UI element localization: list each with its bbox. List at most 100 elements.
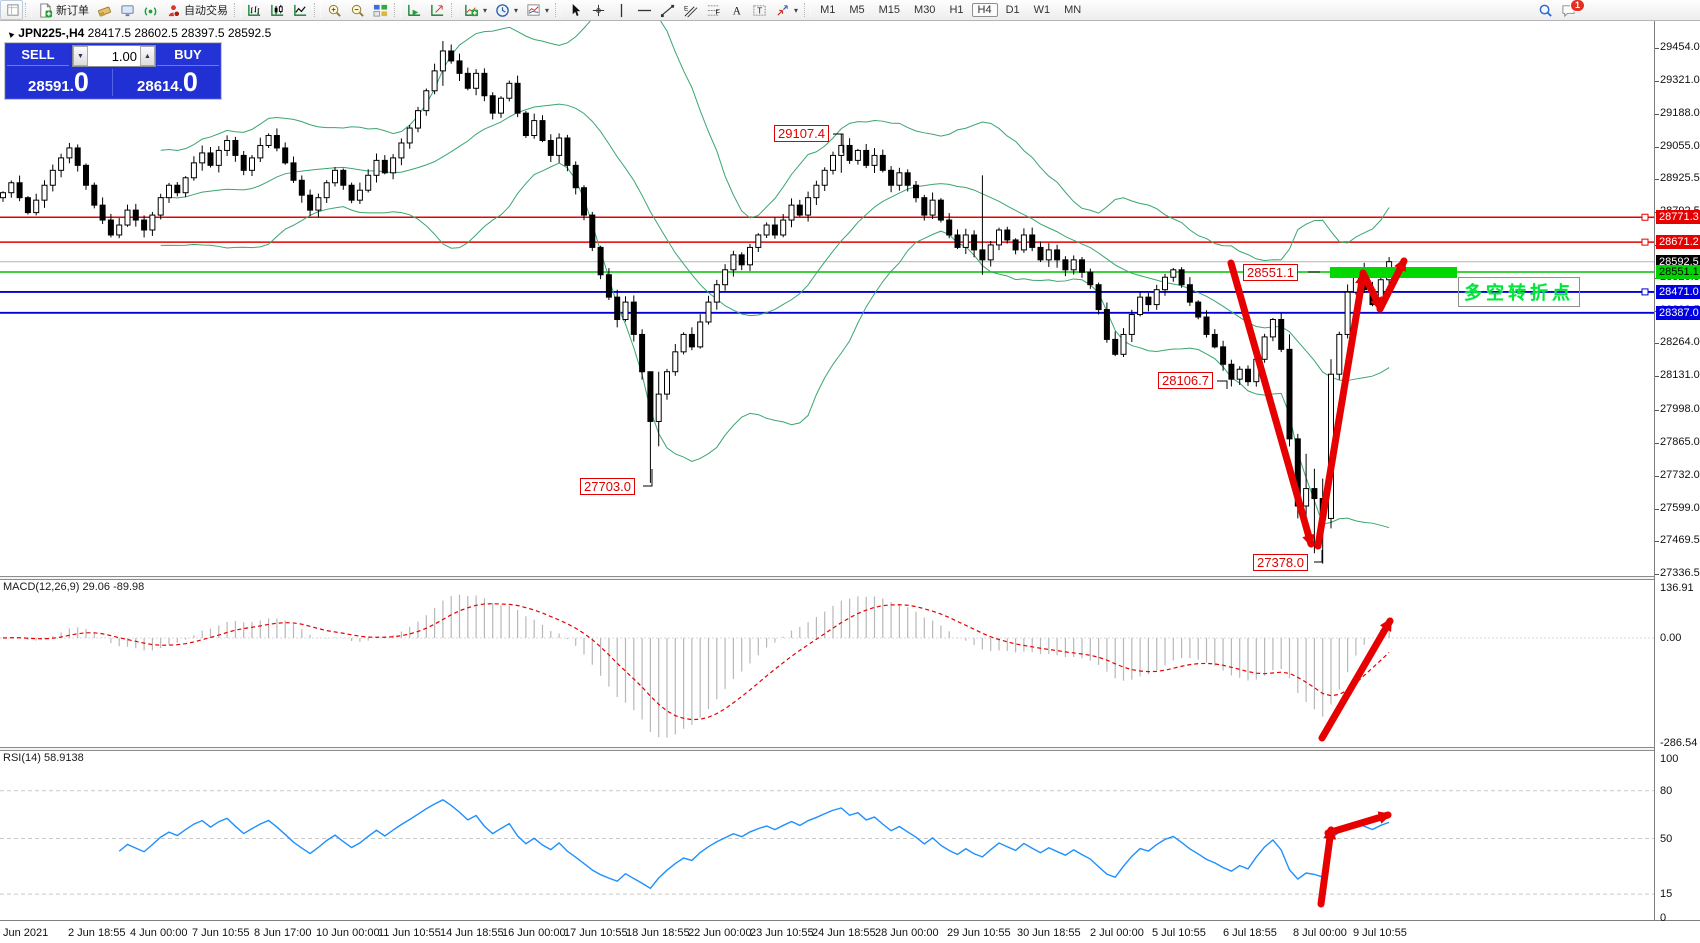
timeframe-h1-button[interactable]: H1 <box>949 4 964 16</box>
candle <box>605 268 612 301</box>
rsi-pane[interactable] <box>0 790 1654 908</box>
indicators-button[interactable]: ▾ <box>460 0 491 20</box>
timeframe-w1-button[interactable]: W1 <box>1033 4 1051 16</box>
timeframe-m5-button[interactable]: M5 <box>849 4 865 16</box>
timeframe-m30-button[interactable]: M30 <box>914 4 936 16</box>
toolbar-separator <box>804 3 812 17</box>
crosshair-tool-icon <box>591 3 606 18</box>
trendline-tool[interactable] <box>656 0 679 20</box>
arrows-tool[interactable]: ▾ <box>771 0 802 20</box>
price-scale[interactable]: 29454.029321.029188.029055.028925.528792… <box>1654 21 1700 924</box>
timeframe-m1-button[interactable]: M1 <box>820 4 836 16</box>
candlestick-chart-button[interactable] <box>266 0 289 20</box>
candle <box>929 192 936 220</box>
time-tick-label: 30 Jun 18:55 <box>1017 927 1081 939</box>
line-chart-button[interactable] <box>289 0 312 20</box>
turning-zone-rectangle[interactable] <box>1330 267 1457 278</box>
volume-down-button[interactable]: ▼ <box>73 46 88 66</box>
price-callout-27703.0[interactable]: 27703.0 <box>580 478 635 495</box>
close-value: 28592.5 <box>227 26 272 40</box>
autotrading-button[interactable]: 自动交易 <box>162 0 232 20</box>
candle <box>1211 329 1218 349</box>
tile-windows-button[interactable] <box>369 0 392 20</box>
templates-button-icon <box>526 3 541 18</box>
crosshair-tool[interactable] <box>587 0 610 20</box>
periods-button-dropdown-icon[interactable]: ▾ <box>514 5 519 15</box>
candle <box>1286 334 1293 447</box>
candle <box>830 151 836 175</box>
candle <box>597 245 604 280</box>
indicators-button-dropdown-icon[interactable]: ▾ <box>483 5 488 15</box>
zoom-in-button[interactable] <box>323 0 346 20</box>
periods-button[interactable]: ▾ <box>491 0 522 20</box>
terminal-button[interactable] <box>116 0 139 20</box>
annotation-arrow[interactable] <box>1376 257 1408 313</box>
rsi-pane-separator[interactable] <box>0 747 1654 751</box>
candle <box>672 344 679 376</box>
candle <box>1020 228 1027 253</box>
chart-window[interactable]: ▲ JPN225-,H4 28417.5 28602.5 28397.5 285… <box>0 21 1700 943</box>
annotation-arrow[interactable] <box>1359 269 1384 311</box>
sell-button[interactable]: SELL <box>7 45 69 66</box>
zoom-out-button[interactable] <box>346 0 369 20</box>
annotation-arrow[interactable] <box>1318 617 1394 742</box>
timeframe-m15-button[interactable]: M15 <box>878 4 901 16</box>
line-handle[interactable] <box>1641 238 1649 246</box>
candle <box>332 166 338 187</box>
equidistant-channel-tool[interactable]: E <box>679 0 702 20</box>
autotrading-button-label: 自动交易 <box>184 5 228 17</box>
arrows-tool-dropdown-icon[interactable]: ▾ <box>794 5 799 15</box>
candle <box>265 133 272 149</box>
text-label-tool[interactable]: T <box>748 0 771 20</box>
annotation-arrow[interactable] <box>1227 259 1315 548</box>
fibonacci-tool[interactable]: F <box>702 0 725 20</box>
buy-price[interactable]: 28614.0 <box>137 67 198 97</box>
volume-input[interactable] <box>88 46 140 66</box>
annotation-arrow[interactable] <box>1314 271 1368 550</box>
cursor-tool[interactable] <box>564 0 587 20</box>
terminal-button-icon <box>120 3 135 18</box>
chat-button[interactable]: 1 <box>1557 0 1585 20</box>
text-tool[interactable]: A <box>725 0 748 20</box>
candle <box>49 164 56 192</box>
time-scale[interactable]: Jun 2021 2 Jun 18:55 4 Jun 00:00 7 Jun 10:5… <box>0 920 1700 943</box>
price-callout-28551.1[interactable]: 28551.1 <box>1243 264 1298 281</box>
main-pane[interactable] <box>0 21 1654 564</box>
vertical-line-tool[interactable] <box>610 0 633 20</box>
volume-up-button[interactable]: ▲ <box>140 46 155 66</box>
price-callout-29107.4[interactable]: 29107.4 <box>774 125 829 142</box>
auto-scroll-button[interactable] <box>403 0 426 20</box>
oneclick-toggle-icon[interactable]: ▲ <box>3 27 18 41</box>
eraser-button[interactable] <box>93 0 116 20</box>
chart-window-icon[interactable] <box>0 0 23 20</box>
timeframe-h4-button[interactable]: H4 <box>971 3 998 17</box>
annotation-arrow[interactable] <box>1324 811 1392 837</box>
price-callout-27378.0[interactable]: 27378.0 <box>1253 554 1308 571</box>
sell-price[interactable]: 28591.0 <box>28 67 89 97</box>
line-handle[interactable] <box>1641 288 1649 296</box>
candle <box>996 227 1002 251</box>
candle <box>705 295 712 325</box>
timeframe-d1-button[interactable]: D1 <box>1005 4 1020 16</box>
new-order-button[interactable]: 新订单 <box>34 0 93 20</box>
templates-button-dropdown-icon[interactable]: ▾ <box>545 5 550 15</box>
chart-shift-button[interactable] <box>426 0 449 20</box>
timeframe-mn-button[interactable]: MN <box>1064 4 1082 16</box>
horizontal-line-tool[interactable] <box>633 0 656 20</box>
price-callout-28106.7[interactable]: 28106.7 <box>1158 372 1213 389</box>
rsi-label: RSI(14) 58.9138 <box>3 752 84 764</box>
line-handle[interactable] <box>1641 213 1649 221</box>
search-button[interactable] <box>1534 0 1557 20</box>
buy-button[interactable]: BUY <box>157 45 219 66</box>
signals-button[interactable] <box>139 0 162 20</box>
annotation-arrow[interactable] <box>1317 826 1337 908</box>
macd-pane[interactable] <box>0 594 1654 742</box>
note-box[interactable]: 多空转折点 <box>1458 277 1580 307</box>
macd-pane-separator[interactable] <box>0 576 1654 580</box>
candle <box>323 180 330 203</box>
chart-canvas[interactable] <box>0 21 1700 943</box>
templates-button[interactable]: ▾ <box>522 0 553 20</box>
bar-chart-button[interactable] <box>243 0 266 20</box>
periods-button-icon <box>495 3 510 18</box>
candle <box>290 156 297 183</box>
